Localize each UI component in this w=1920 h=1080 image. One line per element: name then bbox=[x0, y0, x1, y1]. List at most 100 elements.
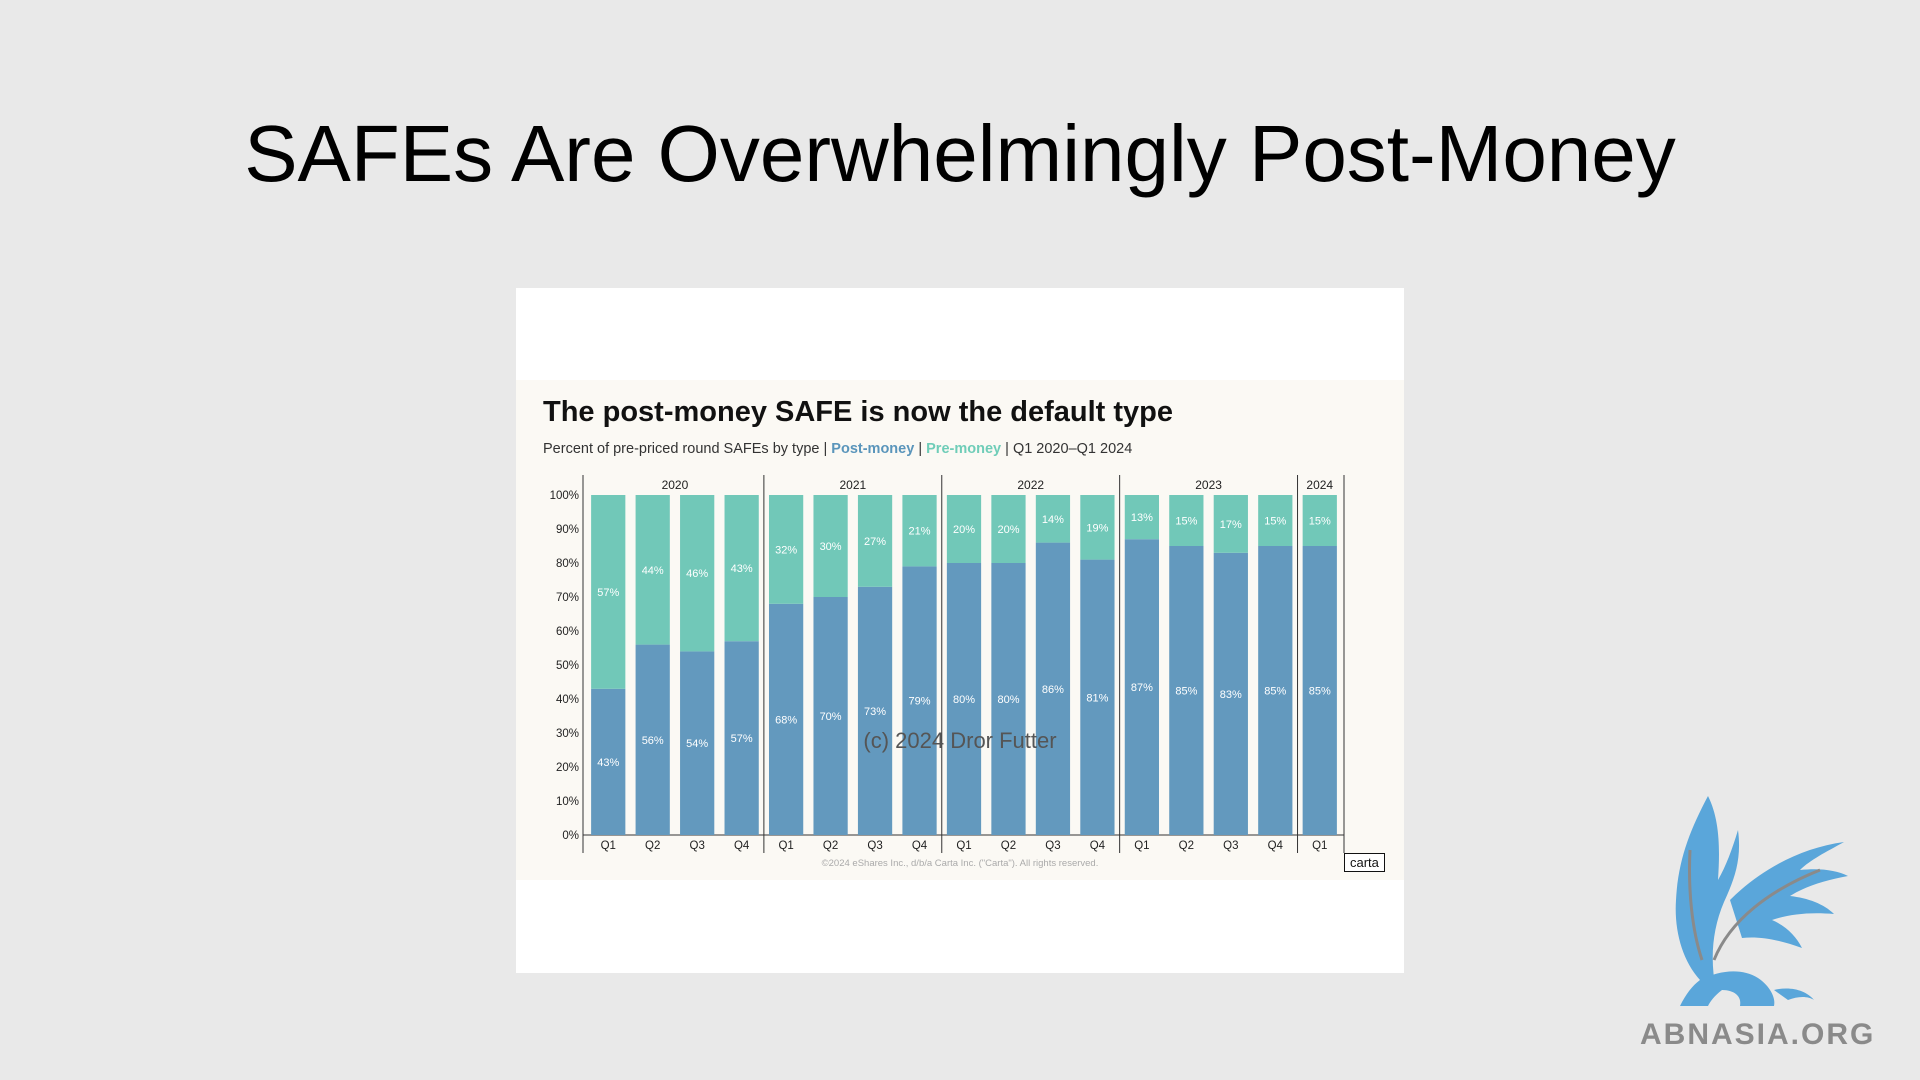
data-label-post-money: 80% bbox=[997, 694, 1019, 706]
data-label-pre-money: 30% bbox=[820, 541, 842, 553]
subtitle-separator-2: | bbox=[918, 441, 923, 457]
bar-post-money bbox=[1258, 546, 1293, 835]
stacked-bar-chart: 0% 10% 20% 30% 40% 50% 60% 70% 80% 90% 100% 43% 57% Q… bbox=[550, 475, 1345, 869]
subtitle-separator-3: | bbox=[1005, 441, 1009, 457]
bar-pre-money bbox=[591, 495, 626, 689]
data-label-pre-money: 44% bbox=[642, 565, 664, 577]
data-label-post-money: 43% bbox=[597, 757, 619, 769]
bar-post-money bbox=[946, 563, 982, 835]
data-label-post-money: 85% bbox=[1309, 686, 1331, 698]
data-label-pre-money: 17% bbox=[1220, 519, 1242, 531]
y-tick-label: 10% bbox=[556, 796, 579, 808]
data-label-post-money: 73% bbox=[864, 706, 886, 718]
subtitle-range: Q1 2020–Q1 2024 bbox=[1012, 441, 1133, 457]
data-label-post-money: 68% bbox=[775, 714, 797, 726]
bar-pre-money bbox=[946, 495, 982, 563]
x-tick-label: Q4 bbox=[734, 840, 750, 852]
legend-pre-money: Pre-money bbox=[926, 441, 1002, 457]
data-label-pre-money: 15% bbox=[1175, 516, 1197, 528]
data-label-post-money: 57% bbox=[731, 733, 753, 745]
y-tick-label: 80% bbox=[556, 558, 579, 570]
y-tick-label: 30% bbox=[556, 728, 579, 740]
chart-title: The post-money SAFE is now the default t… bbox=[543, 396, 1173, 428]
data-label-post-money: 80% bbox=[953, 694, 975, 706]
x-tick-label: Q1 bbox=[956, 840, 971, 852]
x-tick-label: Q4 bbox=[912, 840, 928, 852]
bar-post-money bbox=[813, 597, 848, 835]
data-label-post-money: 81% bbox=[1086, 692, 1108, 704]
data-label-pre-money: 43% bbox=[731, 563, 753, 575]
data-label-pre-money: 57% bbox=[597, 587, 619, 599]
x-tick-label: Q4 bbox=[1090, 840, 1106, 852]
x-tick-label: Q1 bbox=[601, 840, 616, 852]
year-label: 2023 bbox=[1195, 478, 1222, 492]
year-label: 2020 bbox=[662, 478, 689, 492]
x-tick-label: Q2 bbox=[1001, 840, 1016, 852]
bar-pre-money bbox=[1302, 495, 1337, 546]
data-label-post-money: 86% bbox=[1042, 684, 1064, 696]
bar-post-money bbox=[724, 641, 759, 835]
bar-pre-money bbox=[1169, 495, 1204, 546]
data-label-post-money: 79% bbox=[909, 696, 931, 708]
data-label-post-money: 54% bbox=[686, 738, 708, 750]
y-tick-label: 90% bbox=[556, 524, 579, 536]
x-tick-label: Q1 bbox=[1312, 840, 1327, 852]
y-tick-label: 70% bbox=[556, 592, 579, 604]
slide-title: SAFEs Are Overwhelmingly Post-Money bbox=[244, 109, 1676, 198]
bar-post-money bbox=[1035, 542, 1071, 835]
data-label-post-money: 56% bbox=[642, 735, 664, 747]
data-label-post-money: 87% bbox=[1131, 682, 1153, 694]
x-tick-label: Q3 bbox=[1045, 840, 1060, 852]
data-label-pre-money: 13% bbox=[1131, 512, 1153, 524]
bar-post-money bbox=[591, 688, 626, 835]
x-tick-label: Q1 bbox=[1134, 840, 1149, 852]
bar-post-money bbox=[902, 566, 937, 835]
data-label-pre-money: 20% bbox=[997, 524, 1019, 536]
chart-subtitle: Percent of pre-priced round SAFEs by typ… bbox=[543, 441, 1132, 457]
bar-post-money bbox=[1080, 559, 1115, 835]
bar-post-money bbox=[635, 644, 670, 835]
data-label-post-money: 85% bbox=[1175, 686, 1197, 698]
bar-pre-money bbox=[991, 495, 1026, 563]
y-tick-label: 0% bbox=[562, 830, 579, 842]
bar-pre-money bbox=[1080, 495, 1115, 560]
year-label: 2024 bbox=[1306, 478, 1333, 492]
x-tick-label: Q2 bbox=[823, 840, 838, 852]
x-tick-label: Q2 bbox=[1179, 840, 1194, 852]
y-tick-label: 100% bbox=[550, 490, 579, 502]
bar-post-money bbox=[680, 651, 715, 835]
year-label: 2022 bbox=[1017, 478, 1044, 492]
bar-pre-money bbox=[857, 495, 893, 587]
y-tick-label: 40% bbox=[556, 694, 579, 706]
subtitle-separator-1: | bbox=[823, 441, 828, 457]
x-tick-label: Q3 bbox=[867, 840, 882, 852]
bar-pre-money bbox=[1035, 495, 1071, 543]
data-label-post-money: 85% bbox=[1264, 686, 1286, 698]
chart-source: ©2024 eShares Inc., d/b/a Carta Inc. ("C… bbox=[822, 858, 1099, 869]
data-label-pre-money: 15% bbox=[1309, 516, 1331, 528]
legend-post-money: Post-money bbox=[831, 441, 915, 457]
data-label-pre-money: 14% bbox=[1042, 514, 1064, 526]
bar-pre-money bbox=[1258, 495, 1293, 546]
y-tick-label: 50% bbox=[556, 660, 579, 672]
griffin-logo-icon bbox=[1675, 796, 1848, 1006]
y-tick-label: 20% bbox=[556, 762, 579, 774]
x-tick-label: Q1 bbox=[778, 840, 793, 852]
x-tick-label: Q3 bbox=[1223, 840, 1238, 852]
data-label-pre-money: 20% bbox=[953, 524, 975, 536]
x-tick-label: Q2 bbox=[645, 840, 660, 852]
data-label-post-money: 83% bbox=[1220, 689, 1242, 701]
data-label-pre-money: 32% bbox=[775, 544, 797, 556]
data-label-pre-money: 46% bbox=[686, 568, 708, 580]
data-label-pre-money: 19% bbox=[1086, 522, 1108, 534]
bar-post-money bbox=[1124, 539, 1160, 835]
chart-card: The post-money SAFE is now the default t… bbox=[516, 288, 1404, 973]
bar-post-money bbox=[1302, 546, 1337, 835]
bar-post-money bbox=[991, 563, 1026, 835]
bar-post-money bbox=[768, 603, 804, 835]
bar-pre-money bbox=[902, 495, 937, 567]
data-label-pre-money: 15% bbox=[1264, 516, 1286, 528]
y-tick-label: 60% bbox=[556, 626, 579, 638]
bar-pre-money bbox=[768, 495, 804, 604]
bar-pre-money bbox=[1213, 495, 1248, 553]
